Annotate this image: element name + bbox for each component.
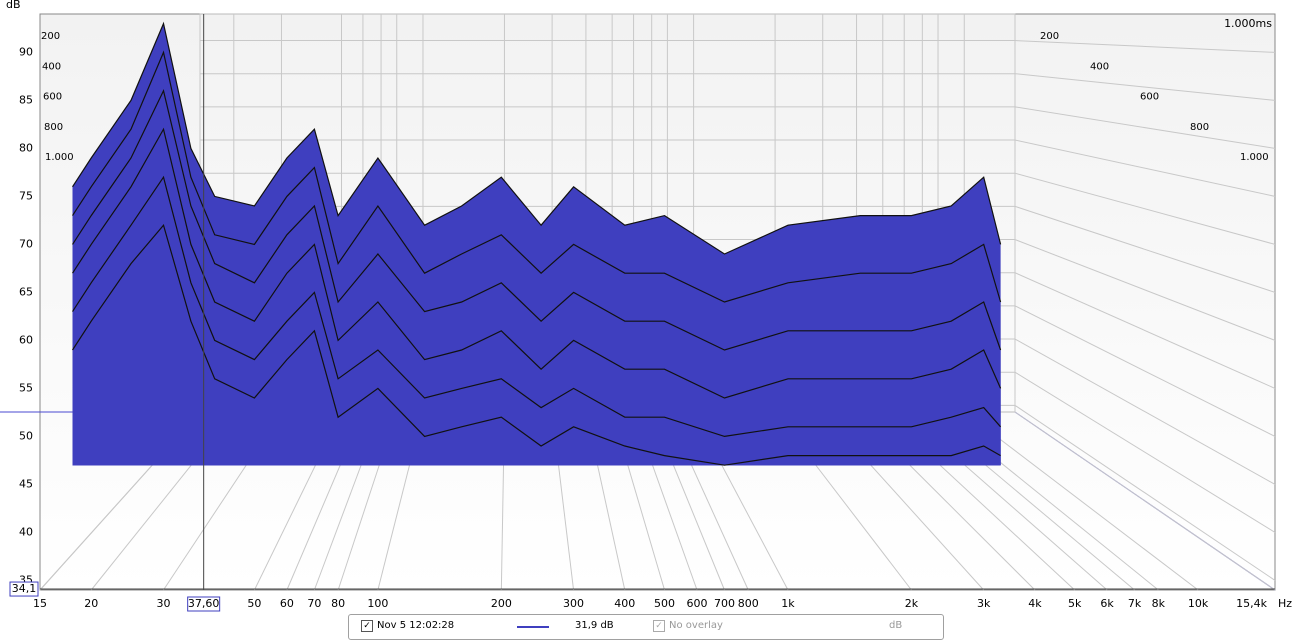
- x-tick-label: 400: [614, 597, 635, 610]
- overlay-checkbox[interactable]: ✓: [653, 620, 665, 632]
- x-tick-label: 10k: [1188, 597, 1209, 610]
- z-tick-label: 600: [1140, 92, 1159, 103]
- grid-line: [1014, 272, 1276, 389]
- grid-line: [1014, 305, 1276, 437]
- grid-line: [1014, 205, 1276, 293]
- slice-line: [71, 50, 1002, 303]
- x-tick-label: 8k: [1152, 597, 1166, 610]
- z-end-label: 1.000ms: [1224, 17, 1272, 30]
- x-tick-label: 3k: [977, 597, 991, 610]
- x-tick-label: 700: [714, 597, 735, 610]
- x-tick-label: 50: [247, 597, 261, 610]
- x-tick-label: 2k: [905, 597, 919, 610]
- x-tick-label: 300: [563, 597, 584, 610]
- y-tick-label: 65: [19, 285, 33, 298]
- x-unit: Hz: [1278, 597, 1292, 610]
- y-tick-label: 55: [19, 381, 33, 394]
- x-tick-label: 800: [738, 597, 759, 610]
- grid-line: [1014, 73, 1276, 101]
- cursor-box: [9, 581, 39, 597]
- slice-line: [71, 89, 1002, 351]
- legend-level: 31,9 dB: [575, 620, 614, 631]
- z-tick-label: 1.000: [45, 152, 74, 163]
- grid-line: [1014, 411, 1276, 591]
- legend-measurement: Nov 5 12:02:28: [377, 620, 455, 631]
- y-tick-label: 75: [19, 189, 33, 202]
- x-tick-label: 500: [654, 597, 675, 610]
- z-tick-label: 200: [41, 31, 60, 42]
- x-tick-label: 100: [367, 597, 388, 610]
- z-tick-label: 400: [42, 61, 61, 72]
- cursor-y-label: 34,1: [12, 582, 37, 595]
- z-tick-label: 200: [1040, 31, 1059, 42]
- slice-line: [71, 175, 1002, 438]
- cursor-x-label: 37,60: [188, 597, 220, 610]
- grid-line: [1014, 106, 1276, 149]
- y-tick-label: 60: [19, 333, 33, 346]
- x-tick-label: 80: [331, 597, 345, 610]
- z-tick-label: 1.000: [1240, 152, 1269, 163]
- grid-line: [1014, 172, 1276, 245]
- x-tick-label: 6k: [1100, 597, 1114, 610]
- grid-line: [1014, 371, 1276, 533]
- grid-line: [1014, 338, 1276, 485]
- x-tick-label: 15,4k: [1236, 597, 1267, 610]
- slice-line: [71, 127, 1002, 399]
- z-tick-label: 800: [44, 122, 63, 133]
- legend-unit: dB: [889, 620, 903, 631]
- y-tick-label: 45: [19, 477, 33, 490]
- grid-line: [1014, 404, 1276, 581]
- y-tick-label: 80: [19, 141, 33, 154]
- x-tick-label: 200: [491, 597, 512, 610]
- x-tick-label: 7k: [1128, 597, 1142, 610]
- z-tick-label: 600: [43, 92, 62, 103]
- legend-line: [517, 626, 549, 628]
- grid-line: [963, 411, 1199, 591]
- x-tick-label: 30: [156, 597, 170, 610]
- y-tick-label: 40: [19, 525, 33, 538]
- legend-overlay: No overlay: [669, 620, 723, 631]
- x-tick-label: 5k: [1068, 597, 1082, 610]
- z-tick-label: 800: [1190, 122, 1209, 133]
- x-tick-label: 20: [84, 597, 98, 610]
- checkbox[interactable]: ✓: [361, 620, 373, 632]
- slice-line: [71, 21, 1002, 255]
- cursor-box: [187, 596, 221, 612]
- y-tick-label: 85: [19, 93, 33, 106]
- legend: ✓ Nov 5 12:02:28 31,9 dB ✓ No overlay dB: [348, 614, 944, 640]
- grid-line: [1014, 40, 1276, 53]
- x-tick-label: 70: [307, 597, 321, 610]
- x-tick-label: 4k: [1028, 597, 1042, 610]
- x-tick-label: 60: [280, 597, 294, 610]
- x-tick-label: 600: [687, 597, 708, 610]
- y-axis-label: dB: [6, 0, 21, 11]
- slice-fill: [72, 225, 1001, 466]
- y-tick-label: 70: [19, 237, 33, 250]
- y-tick-label: 50: [19, 429, 33, 442]
- y-tick-label: 90: [19, 45, 33, 58]
- slice-line: [71, 223, 1001, 466]
- z-tick-label: 400: [1090, 61, 1109, 72]
- x-tick-label: 1k: [781, 597, 795, 610]
- x-tick-label: 15: [33, 597, 47, 610]
- grid-line: [1014, 139, 1276, 197]
- grid-line: [1014, 239, 1276, 341]
